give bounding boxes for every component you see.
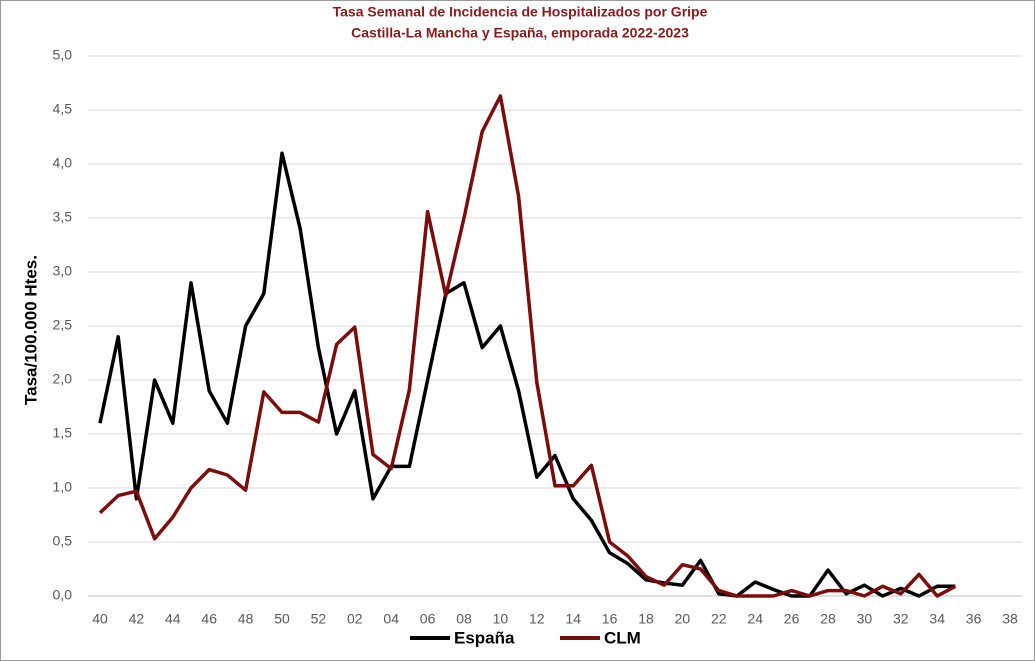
- legend-label: España: [454, 628, 515, 647]
- x-tick-label: 52: [311, 611, 327, 627]
- y-tick-label: 2,5: [53, 317, 73, 333]
- y-tick-label: 1,5: [53, 425, 73, 441]
- y-tick-label: 2,0: [53, 371, 73, 387]
- legend-label: CLM: [604, 628, 641, 647]
- x-tick-label: 08: [456, 611, 472, 627]
- x-tick-label: 30: [857, 611, 873, 627]
- x-tick-label: 42: [129, 611, 145, 627]
- chart-title: Tasa Semanal de Incidencia de Hospitaliz…: [333, 4, 708, 20]
- chart-subtitle: Castilla-La Mancha y España, emporada 20…: [351, 25, 689, 41]
- line-series: [98, 151, 956, 598]
- x-tick-label: 04: [383, 611, 399, 627]
- y-tick-label: 3,0: [53, 263, 73, 279]
- x-tick-label: 06: [420, 611, 436, 627]
- x-tick-label: 22: [711, 611, 727, 627]
- line-series: [98, 94, 957, 598]
- y-tick-label: 5,0: [53, 47, 73, 63]
- x-tick-label: 48: [238, 611, 254, 627]
- y-axis-label: Tasa/100.000 Htes.: [21, 255, 40, 405]
- x-tick-label: 50: [274, 611, 290, 627]
- y-tick-label: 1,0: [53, 479, 73, 495]
- x-tick-label: 16: [602, 611, 618, 627]
- x-tick-label: 44: [165, 611, 181, 627]
- x-tick-label: 34: [929, 611, 945, 627]
- x-tick-label: 40: [92, 611, 108, 627]
- x-tick-label: 02: [347, 611, 363, 627]
- x-tick-label: 18: [638, 611, 654, 627]
- x-tick-label: 14: [565, 611, 581, 627]
- x-tick-label: 26: [784, 611, 800, 627]
- y-tick-label: 0,0: [53, 587, 73, 603]
- y-tick-label: 0,5: [53, 533, 73, 549]
- y-tick-label: 4,0: [53, 155, 73, 171]
- x-tick-label: 10: [493, 611, 509, 627]
- x-tick-label: 32: [893, 611, 909, 627]
- x-tick-label: 46: [201, 611, 217, 627]
- x-tick-label: 12: [529, 611, 545, 627]
- x-tick-label: 38: [1002, 611, 1018, 627]
- x-tick-label: 28: [820, 611, 836, 627]
- x-tick-label: 36: [966, 611, 982, 627]
- x-tick-label: 20: [675, 611, 691, 627]
- y-tick-label: 3,5: [53, 209, 73, 225]
- y-tick-label: 4,5: [53, 101, 73, 117]
- x-tick-label: 24: [747, 611, 763, 627]
